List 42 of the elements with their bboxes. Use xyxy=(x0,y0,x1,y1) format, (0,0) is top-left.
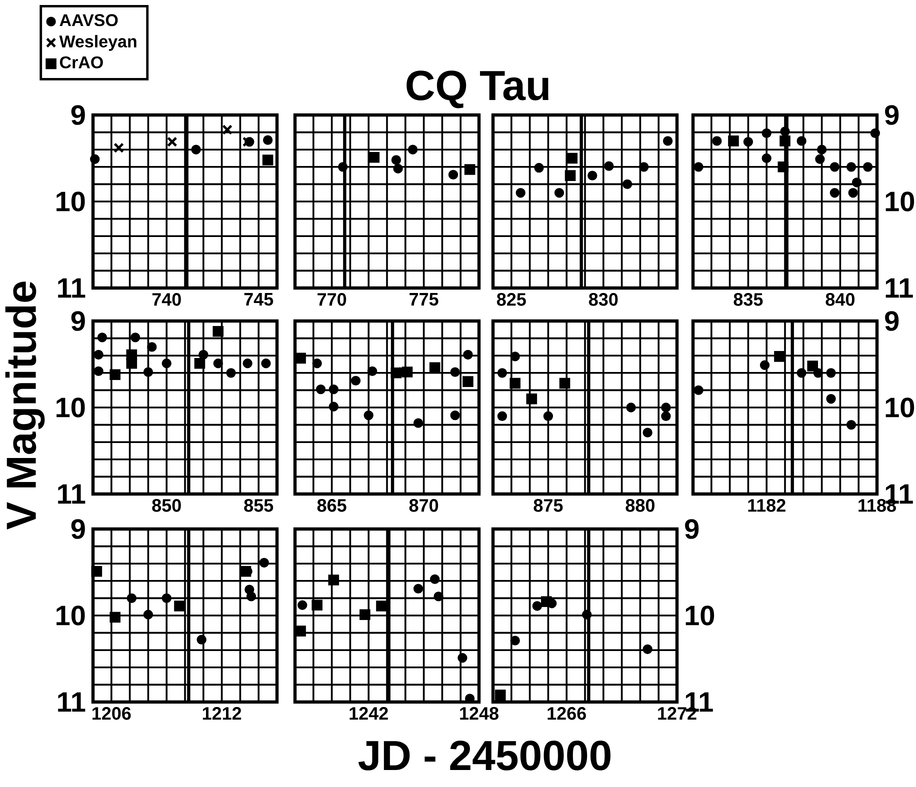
x-tick-label: 745 xyxy=(244,293,274,306)
legend-label: CrAO xyxy=(60,56,103,68)
y-tick-label: 10 xyxy=(886,192,914,212)
x-tick-label: 825 xyxy=(496,293,526,306)
x-tick-label: 875 xyxy=(534,499,563,512)
x-tick-label: 870 xyxy=(409,499,438,512)
x-tick-label: 1212 xyxy=(202,707,242,720)
x-tick-label: 740 xyxy=(152,293,181,306)
chart-title: CQ Tau xyxy=(406,70,548,108)
y-tick-label: 9 xyxy=(685,519,699,539)
x-tick-label: 855 xyxy=(244,499,274,512)
y-tick-label: 10 xyxy=(886,398,914,418)
x-tick-label: 1248 xyxy=(460,707,498,720)
x-tick-label: 850 xyxy=(152,499,181,512)
y-tick-label: 11 xyxy=(58,278,86,298)
y-axis-title: V Magnitude xyxy=(5,282,45,530)
y-tick-label: 9 xyxy=(885,105,899,125)
x-tick-label: 865 xyxy=(317,499,346,512)
x-tick-label: 1182 xyxy=(748,499,786,512)
y-tick-label: 11 xyxy=(58,692,86,712)
y-tick-label: 10 xyxy=(56,398,85,418)
y-tick-label: 9 xyxy=(71,311,85,331)
x-tick-label: 1242 xyxy=(350,707,388,720)
x-tick-label: 840 xyxy=(826,293,854,306)
x-tick-label: 835 xyxy=(734,293,763,306)
y-tick-label: 10 xyxy=(56,606,85,626)
x-tick-label: 1266 xyxy=(548,707,586,720)
x-tick-label: 880 xyxy=(626,499,654,512)
legend-label: Wesleyan xyxy=(59,35,136,51)
y-tick-label: 11 xyxy=(58,484,86,504)
x-tick-label: 775 xyxy=(410,293,438,306)
y-tick-label: 9 xyxy=(71,519,85,539)
x-axis-title: JD - 2450000 xyxy=(358,740,610,770)
y-tick-label: 10 xyxy=(56,192,85,212)
y-tick-label: 11 xyxy=(886,278,913,298)
y-tick-label: 10 xyxy=(686,606,714,626)
y-tick-label: 9 xyxy=(71,105,85,125)
x-tick-label: 770 xyxy=(318,293,346,306)
x-tick-label: 830 xyxy=(588,293,618,306)
legend-label: AAVSO xyxy=(60,14,118,26)
x-tick-label: 1206 xyxy=(92,707,131,720)
y-tick-label: 9 xyxy=(885,311,899,331)
